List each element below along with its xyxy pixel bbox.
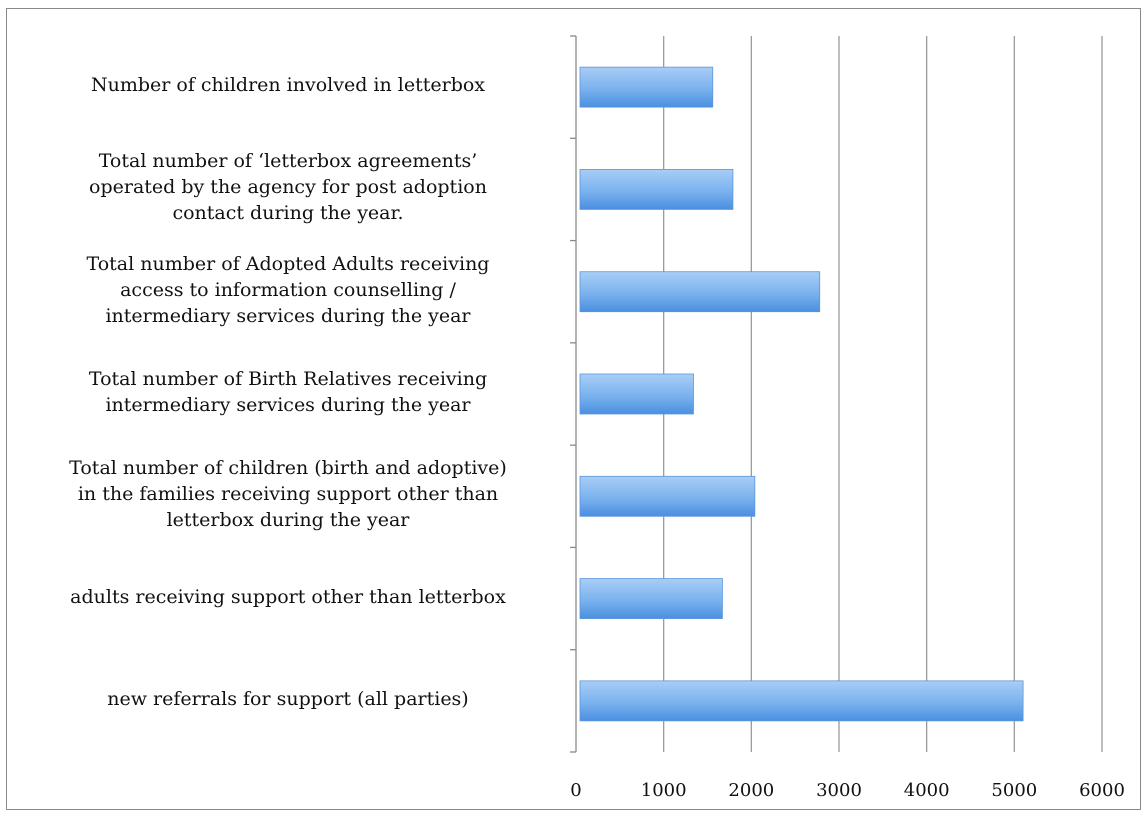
x-tick-label: 0 <box>570 780 581 801</box>
bar <box>579 169 734 210</box>
category-label: Total number of ‘letterbox agreements’ o… <box>89 150 487 225</box>
bar <box>579 578 723 619</box>
x-tick-label: 2000 <box>728 780 774 801</box>
x-tick-label: 5000 <box>991 780 1037 801</box>
category-label: new referrals for support (all parties) <box>107 687 469 710</box>
bar <box>579 475 756 517</box>
x-tick-label: 1000 <box>641 780 687 801</box>
bar <box>579 271 821 313</box>
bar <box>579 66 714 108</box>
x-tick-label: 3000 <box>816 780 862 801</box>
category-label: Number of children involved in letterbox <box>90 74 486 97</box>
x-tick-label: 6000 <box>1079 780 1125 801</box>
category-label: adults receiving support other than lett… <box>70 585 506 608</box>
chart-frame <box>6 8 1141 810</box>
bar <box>579 373 694 415</box>
bar <box>579 680 1024 722</box>
category-label: Total number of Birth Relatives receivin… <box>88 368 488 416</box>
category-label: Total number of children (birth and adop… <box>69 457 507 532</box>
x-tick-label: 4000 <box>904 780 950 801</box>
category-label: Total number of Adopted Adults receiving… <box>86 252 490 327</box>
